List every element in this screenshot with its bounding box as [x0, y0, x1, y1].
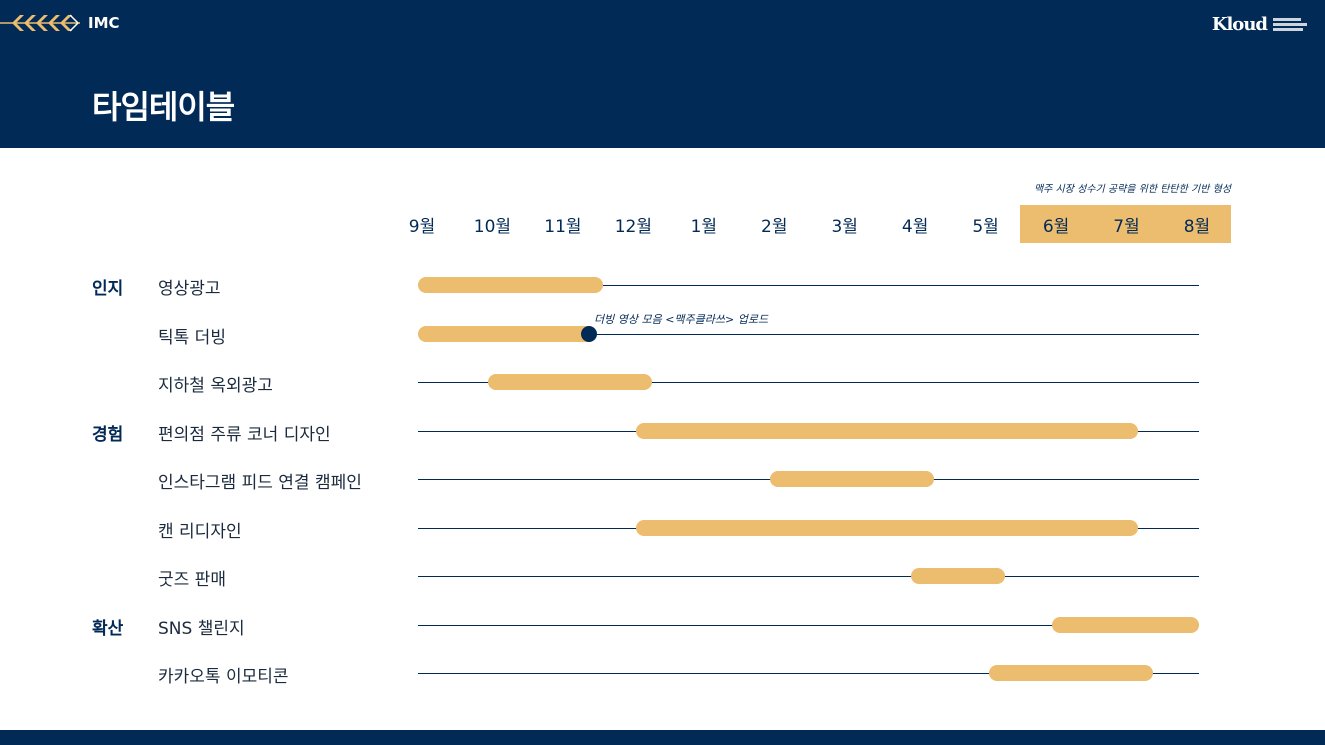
month-label: 10월	[473, 217, 512, 237]
task-duration-bar	[636, 422, 1139, 439]
category-label: 인지	[92, 279, 124, 299]
month-label: 2월	[761, 217, 788, 237]
header-band: IMC Kloud 타임테이블	[0, 0, 1325, 148]
milestone-note: 더빙 영상 모음 <맥주클라쓰> 업로드	[594, 313, 769, 326]
task-duration-bar	[636, 519, 1139, 536]
section-label: IMC	[88, 14, 120, 32]
task-label: 편의점 주류 코너 디자인	[158, 424, 331, 445]
task-track-line	[418, 576, 1199, 577]
task-duration-bar	[418, 325, 597, 342]
month-label: 5월	[972, 217, 999, 237]
month-label: 3월	[831, 217, 858, 237]
task-track-line	[418, 333, 1199, 335]
brand-logo: Kloud	[1212, 12, 1307, 36]
task-duration-bar	[418, 277, 604, 293]
month-label: 9월	[408, 217, 436, 237]
task-label: SNS 챌린지	[158, 618, 245, 639]
task-track-line	[418, 673, 1199, 674]
task-track-line	[418, 624, 1199, 626]
footer-band	[0, 730, 1325, 745]
task-label: 지하철 옥외광고	[158, 376, 273, 396]
page-title: 타임테이블	[92, 88, 235, 126]
task-label: 캔 리디자인	[158, 521, 242, 542]
task-label: 인스타그램 피드 연결 캠페인	[158, 473, 362, 493]
task-label: 영상광고	[158, 279, 221, 299]
month-label: 6월	[1042, 217, 1070, 237]
task-track-line	[418, 285, 1199, 286]
month-label: 4월	[901, 217, 929, 237]
task-label: 틱톡 더빙	[158, 327, 226, 348]
task-duration-bar	[1052, 616, 1199, 633]
wheat-icon	[0, 14, 80, 32]
month-label: 1월	[690, 217, 718, 237]
task-label: 굿즈 판매	[158, 570, 226, 590]
peak-season-note: 맥주 시장 성수기 공략을 위한 탄탄한 기반 형성	[1033, 184, 1231, 195]
task-duration-bar	[911, 568, 1005, 584]
peak-season-highlight	[1020, 205, 1231, 243]
month-label: 11월	[544, 217, 582, 237]
month-label: 8월	[1183, 217, 1211, 237]
task-duration-bar	[988, 665, 1153, 681]
month-label: 12월	[614, 217, 652, 237]
task-track-line	[418, 382, 1199, 383]
task-duration-bar	[488, 374, 653, 390]
task-duration-bar	[770, 471, 935, 487]
month-label: 7월	[1113, 217, 1140, 237]
task-label: 카카오톡 이모티콘	[158, 667, 289, 687]
milestone-marker	[581, 325, 598, 342]
logo-emblem	[1273, 17, 1307, 31]
logo-wordmark: Kloud	[1211, 13, 1268, 35]
category-label: 경험	[92, 424, 124, 445]
category-label: 확산	[92, 618, 124, 639]
